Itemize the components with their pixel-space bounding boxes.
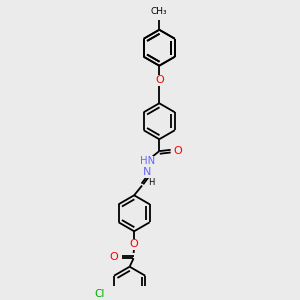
- Text: Cl: Cl: [94, 289, 104, 299]
- Text: O: O: [130, 239, 139, 250]
- Text: O: O: [109, 252, 118, 262]
- Text: HN: HN: [140, 156, 155, 166]
- Text: O: O: [155, 75, 164, 85]
- Text: CH₃: CH₃: [151, 7, 168, 16]
- Text: H: H: [148, 178, 154, 187]
- Text: O: O: [174, 146, 183, 156]
- Text: N: N: [143, 167, 152, 177]
